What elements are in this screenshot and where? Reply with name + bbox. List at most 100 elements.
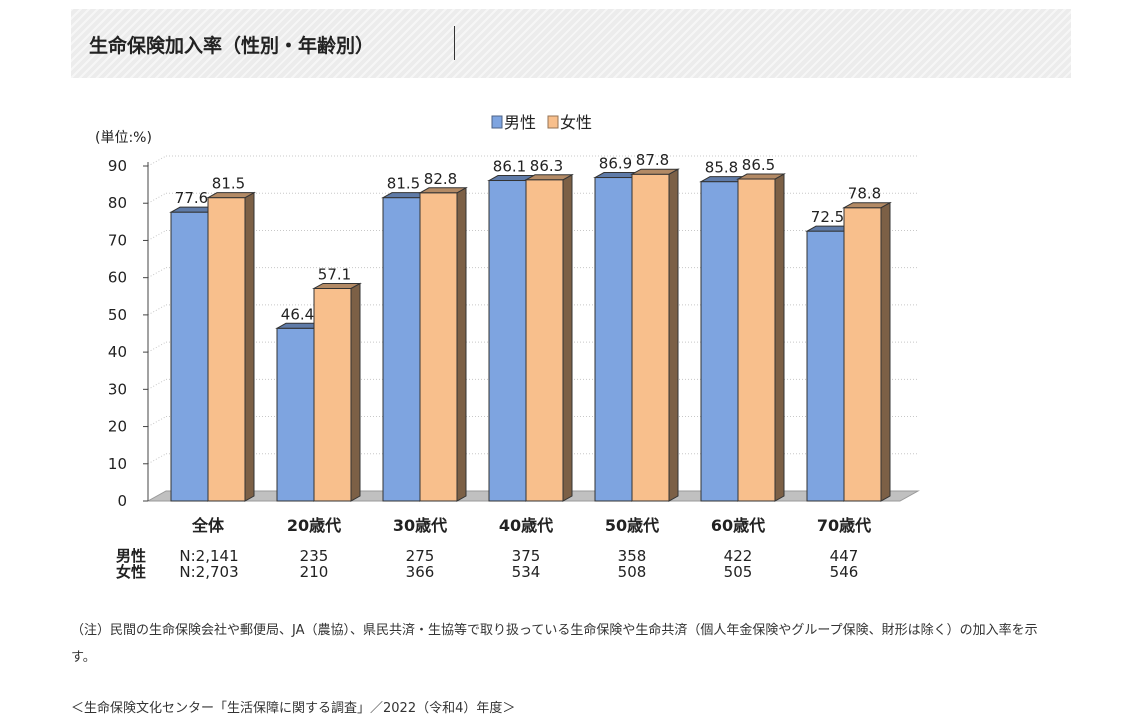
gridline-side [147, 192, 167, 204]
x-tick-label: 30歳代 [393, 516, 447, 535]
bar-side [774, 173, 785, 502]
data-label: 86.9 [599, 155, 632, 173]
x-tick-label: 60歳代 [711, 516, 765, 535]
data-label: 57.1 [318, 265, 351, 283]
x-tick-label: 全体 [191, 516, 225, 535]
sample-size-value: 508 [618, 563, 647, 581]
bar-front [419, 192, 458, 502]
sample-size-value: N:2,141 [179, 547, 238, 565]
bar-front [594, 177, 633, 502]
bar-top [418, 187, 468, 194]
legend: 男性 女性 [491, 113, 592, 132]
y-tick-label: 50 [108, 306, 127, 324]
y-axis-label: (単位:%) [95, 130, 152, 146]
gridline-side [147, 453, 167, 465]
sample-size-value: 366 [406, 563, 435, 581]
sample-size-value: 546 [830, 563, 859, 581]
legend-label-1: 女性 [560, 113, 592, 132]
bar-top [206, 192, 256, 199]
data-label: 85.8 [705, 159, 738, 177]
gridline-side [147, 378, 167, 390]
y-tick-label: 0 [117, 492, 127, 510]
bar-front [207, 197, 246, 502]
sample-size-value: 422 [724, 547, 753, 565]
sample-size-value: 235 [300, 547, 329, 565]
sample-size-value: 505 [724, 563, 753, 581]
gridline-side [147, 267, 167, 279]
bar-front [276, 327, 315, 502]
legend-label-0: 男性 [504, 113, 536, 132]
data-label: 77.6 [175, 189, 208, 207]
sample-size-row-label: 男性 [116, 547, 146, 565]
bar-side [244, 191, 255, 502]
y-tick-label: 40 [108, 343, 127, 361]
data-label: 86.3 [530, 157, 563, 175]
bar-front [313, 287, 352, 502]
y-tick-label: 30 [108, 380, 127, 398]
gridline-side [147, 155, 167, 167]
y-tick-label: 20 [108, 418, 127, 436]
bar-1-6: 78.8 [842, 185, 892, 502]
data-label: 87.8 [636, 151, 669, 169]
sample-size-value: N:2,703 [179, 563, 238, 581]
bar-front [382, 197, 421, 502]
bar-front [631, 173, 670, 502]
data-label: 81.5 [387, 175, 420, 193]
bar-top [524, 174, 574, 181]
title-bar: 生命保険加入率（性別・年齢別） [71, 9, 1071, 78]
bar-side [562, 173, 573, 502]
data-label: 78.8 [848, 185, 881, 203]
gridline-side [147, 416, 167, 427]
data-label: 86.5 [742, 156, 775, 174]
sample-size-value: 210 [300, 563, 329, 581]
x-tick-label: 70歳代 [817, 516, 871, 535]
bar-top [842, 202, 892, 209]
page-title: 生命保険加入率（性別・年齢別） [89, 35, 375, 57]
title-divider [454, 26, 455, 60]
legend-swatch-0 [491, 115, 503, 129]
y-tick-label: 70 [108, 231, 127, 249]
sample-size-value: 447 [830, 547, 859, 565]
bar-front [525, 179, 564, 502]
bar-front [737, 178, 776, 502]
bar-front [170, 211, 209, 502]
data-label: 86.1 [493, 158, 526, 176]
y-tick-label: 80 [108, 194, 127, 212]
bar-front [806, 230, 845, 502]
sample-size-value: 534 [512, 563, 541, 581]
bar-1-2: 82.8 [418, 170, 468, 502]
bar-front [488, 180, 527, 502]
x-tick-label: 50歳代 [605, 516, 659, 535]
bar-1-5: 86.5 [736, 156, 786, 502]
bar-side [456, 186, 467, 502]
bar-top [630, 168, 680, 175]
x-tick-label: 40歳代 [499, 516, 553, 535]
bar-1-3: 86.3 [524, 157, 574, 502]
bar-front [843, 207, 882, 502]
bar-1-4: 87.8 [630, 151, 680, 502]
x-tick-label: 20歳代 [287, 516, 341, 535]
data-label: 72.5 [811, 208, 844, 226]
bar-1-1: 57.1 [312, 265, 362, 502]
y-tick-label: 60 [108, 269, 127, 287]
bar-side [350, 282, 361, 502]
bar-1-0: 81.5 [206, 175, 256, 502]
data-label: 82.8 [424, 170, 457, 188]
bar-front [700, 181, 739, 502]
sample-size-value: 275 [406, 547, 435, 565]
sample-size-value: 375 [512, 547, 541, 565]
chart-source: ＜生命保険文化センター「生活保障に関する調査」／2022（令和4）年度＞ [71, 701, 516, 716]
sample-size-value: 358 [618, 547, 647, 565]
y-tick-label: 90 [108, 157, 127, 175]
bars: 77.681.546.457.181.5 82.886.1 86.3 86.9 87.8… [169, 151, 892, 502]
bar-top [312, 282, 362, 289]
gridline-side [147, 230, 167, 241]
bar-top [736, 173, 786, 180]
sample-size-table: 男性 N:2,141 235 275 375 358 422 447 女性 N:2,703 210 3… [116, 547, 858, 581]
chart-note: （注）民間の生命保険会社や郵便局、JA（農協）、県民共済・生協等で取り扱っている… [71, 623, 1038, 665]
data-label: 81.5 [212, 175, 245, 193]
legend-swatch-1 [547, 115, 559, 129]
data-label: 46.4 [281, 305, 314, 323]
sample-size-row-label: 女性 [116, 563, 146, 581]
